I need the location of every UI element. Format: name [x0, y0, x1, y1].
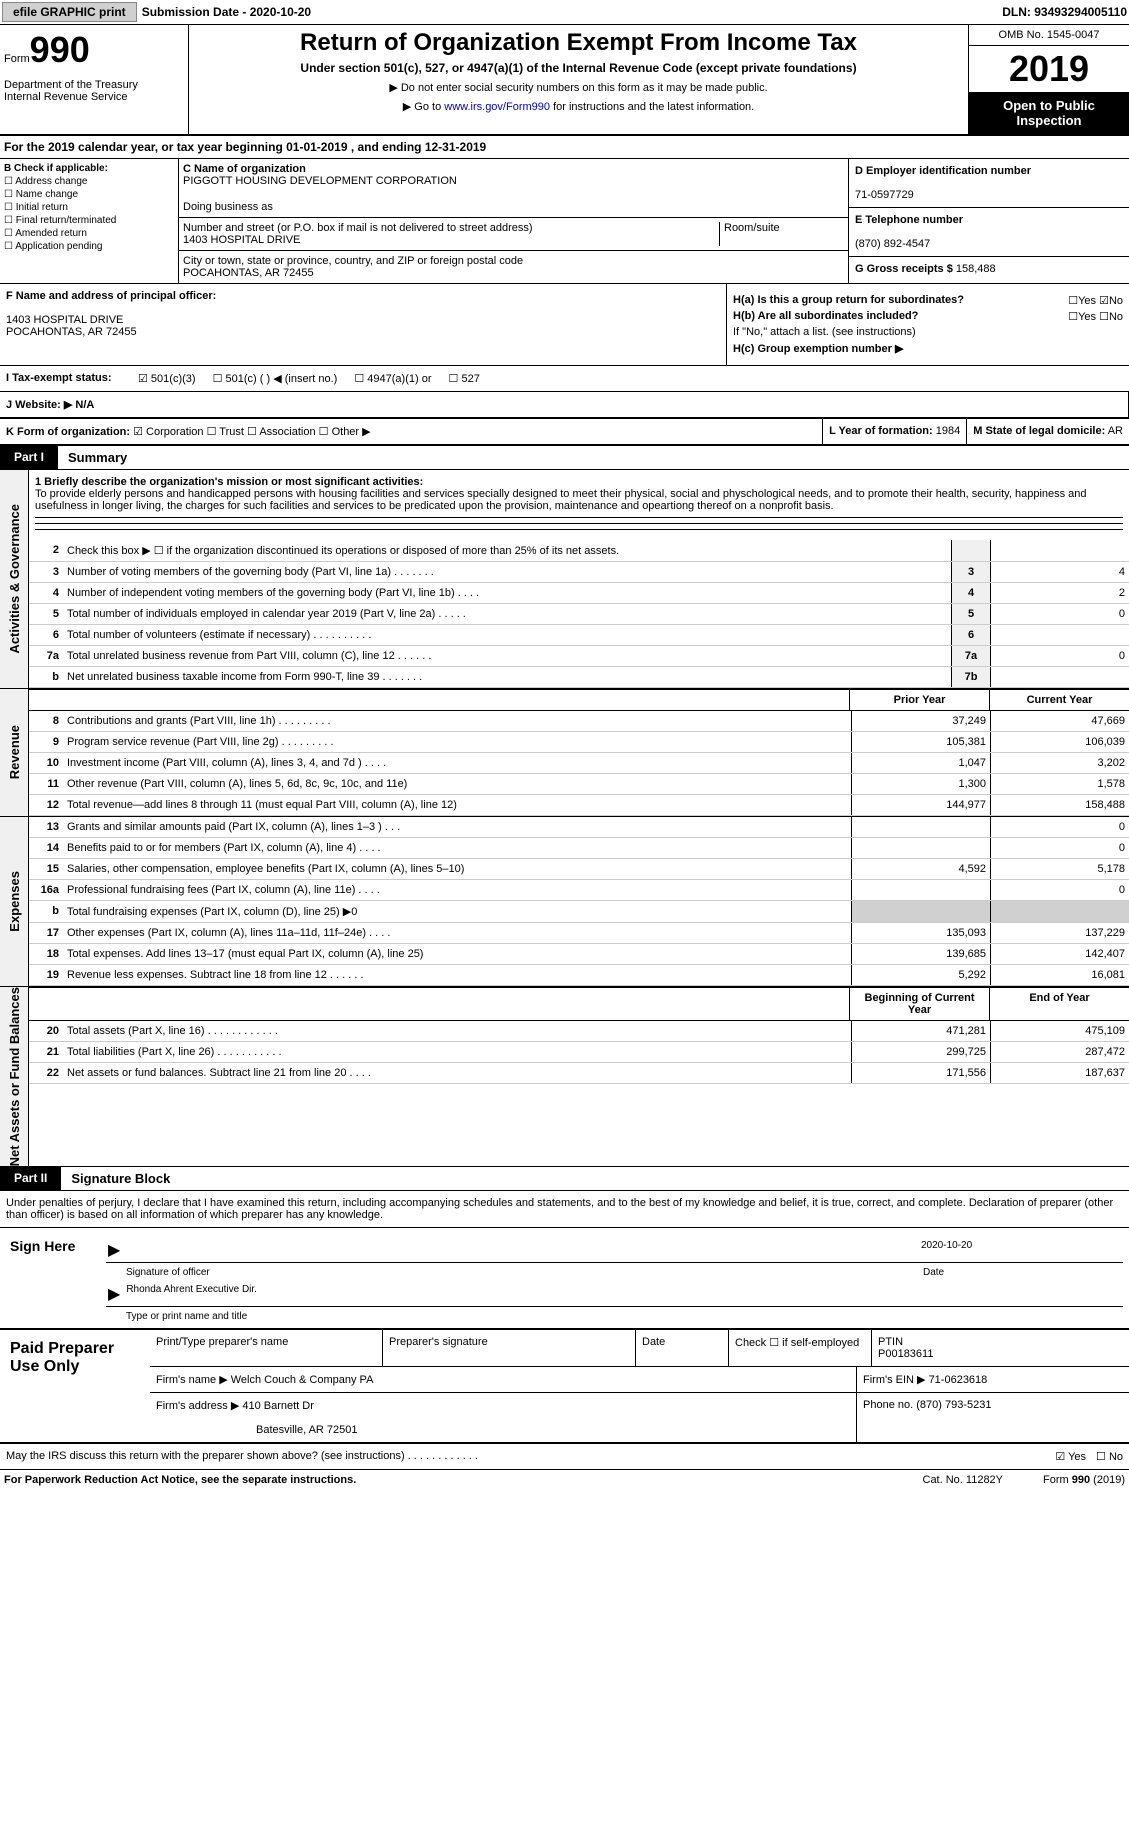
perjury-statement: Under penalties of perjury, I declare th… — [0, 1191, 1129, 1228]
form-org-row: K Form of organization: ☑ Corporation ☐ … — [0, 419, 1129, 446]
mission-text: To provide elderly persons and handicapp… — [35, 488, 1087, 512]
governance-section: Activities & Governance 1 Briefly descri… — [0, 470, 1129, 689]
table-row: 18Total expenses. Add lines 13–17 (must … — [29, 944, 1129, 965]
chk-501c3[interactable]: ☑ 501(c)(3) — [138, 372, 196, 385]
tax-exempt-status: I Tax-exempt status: ☑ 501(c)(3) ☐ 501(c… — [0, 366, 1129, 392]
table-row: 20Total assets (Part X, line 16) . . . .… — [29, 1021, 1129, 1042]
chk-527[interactable]: ☐ 527 — [449, 372, 480, 385]
section-h: H(a) Is this a group return for subordin… — [727, 284, 1129, 365]
table-row: 2Check this box ▶ ☐ if the organization … — [29, 540, 1129, 562]
table-row: bNet unrelated business taxable income f… — [29, 667, 1129, 688]
omb-number: OMB No. 1545-0047 — [969, 25, 1129, 46]
table-row: 22Net assets or fund balances. Subtract … — [29, 1063, 1129, 1084]
section-c: C Name of organization PIGGOTT HOUSING D… — [179, 159, 849, 283]
chk-corporation[interactable]: ☑ Corporation — [133, 426, 203, 438]
form-number-cell: Form990 Department of the Treasury Inter… — [0, 25, 189, 134]
efile-print-button[interactable]: efile GRAPHIC print — [2, 2, 137, 22]
gross-receipts-box: G Gross receipts $ 158,488 — [849, 257, 1129, 281]
street-address: 1403 HOSPITAL DRIVE — [183, 234, 300, 246]
website-row: J Website: ▶ N/A — [0, 392, 1129, 419]
table-row: 6Total number of volunteers (estimate if… — [29, 625, 1129, 646]
table-row: 19Revenue less expenses. Subtract line 1… — [29, 965, 1129, 986]
side-governance: Activities & Governance — [0, 470, 29, 688]
part-i-header: Part I Summary — [0, 446, 1129, 470]
chk-discuss-no[interactable]: ☐ No — [1096, 1450, 1123, 1463]
ein-value: 71-0597729 — [855, 189, 914, 201]
part-ii-header: Part II Signature Block — [0, 1167, 1129, 1191]
form-footer-label: Form 990 (2019) — [1043, 1474, 1125, 1486]
phone-box: E Telephone number (870) 892-4547 — [849, 208, 1129, 257]
side-revenue: Revenue — [0, 689, 29, 816]
section-f-h: F Name and address of principal officer:… — [0, 284, 1129, 366]
chk-application-pending[interactable]: ☐ Application pending — [4, 241, 174, 252]
irs-link[interactable]: www.irs.gov/Form990 — [444, 101, 550, 113]
chk-initial-return[interactable]: ☐ Initial return — [4, 202, 174, 213]
mission-block: 1 Briefly describe the organization's mi… — [29, 470, 1129, 540]
side-net-assets: Net Assets or Fund Balances — [0, 987, 29, 1166]
chk-amended-return[interactable]: ☐ Amended return — [4, 228, 174, 239]
net-assets-section: Net Assets or Fund Balances Beginning of… — [0, 987, 1129, 1167]
note-ssn: ▶ Do not enter social security numbers o… — [193, 81, 964, 94]
side-expenses: Expenses — [0, 817, 29, 986]
right-column: D Employer identification number 71-0597… — [849, 159, 1129, 283]
table-row: bTotal fundraising expenses (Part IX, co… — [29, 901, 1129, 923]
address-box: Number and street (or P.O. box if mail i… — [179, 218, 849, 251]
chk-name-change[interactable]: ☐ Name change — [4, 189, 174, 200]
discuss-row: May the IRS discuss this return with the… — [0, 1444, 1129, 1470]
sign-here-block: Sign Here ▶2020-10-20 Signature of offic… — [0, 1228, 1129, 1330]
city-state-zip: POCAHONTAS, AR 72455 — [183, 267, 314, 279]
table-row: 11Other revenue (Part VIII, column (A), … — [29, 774, 1129, 795]
table-row: 16aProfessional fundraising fees (Part I… — [29, 880, 1129, 901]
gross-receipts-value: 158,488 — [956, 263, 996, 275]
city-box: City or town, state or province, country… — [179, 251, 849, 283]
table-row: 12Total revenue—add lines 8 through 11 (… — [29, 795, 1129, 816]
table-row: 15Salaries, other compensation, employee… — [29, 859, 1129, 880]
top-bar: efile GRAPHIC print Submission Date - 20… — [0, 0, 1129, 25]
expenses-section: Expenses 13Grants and similar amounts pa… — [0, 817, 1129, 987]
phone-value: (870) 892-4547 — [855, 238, 930, 250]
website-value: N/A — [75, 399, 94, 411]
table-row: 13Grants and similar amounts paid (Part … — [29, 817, 1129, 838]
chk-4947[interactable]: ☐ 4947(a)(1) or — [354, 372, 431, 385]
main-title: Return of Organization Exempt From Incom… — [193, 29, 964, 57]
table-row: 14Benefits paid to or for members (Part … — [29, 838, 1129, 859]
table-row: 17Other expenses (Part IX, column (A), l… — [29, 923, 1129, 944]
footer-row: For Paperwork Reduction Act Notice, see … — [0, 1470, 1129, 1490]
table-row: 8Contributions and grants (Part VIII, li… — [29, 711, 1129, 732]
table-row: 9Program service revenue (Part VIII, lin… — [29, 732, 1129, 753]
submission-date: Submission Date - 2020-10-20 — [142, 5, 311, 19]
table-row: 3Number of voting members of the governi… — [29, 562, 1129, 583]
paid-preparer-block: Paid Preparer Use Only Print/Type prepar… — [0, 1330, 1129, 1444]
dln-number: DLN: 93493294005110 — [1002, 5, 1127, 19]
chk-association[interactable]: ☐ Association — [247, 426, 316, 438]
info-grid: B Check if applicable: ☐ Address change … — [0, 159, 1129, 284]
table-row: 21Total liabilities (Part X, line 26) . … — [29, 1042, 1129, 1063]
inspection-label: Open to Public Inspection — [969, 92, 1129, 134]
ein-box: D Employer identification number 71-0597… — [849, 159, 1129, 208]
table-row: 10Investment income (Part VIII, column (… — [29, 753, 1129, 774]
chk-trust[interactable]: ☐ Trust — [207, 426, 244, 438]
chk-address-change[interactable]: ☐ Address change — [4, 176, 174, 187]
title-cell: Return of Organization Exempt From Incom… — [189, 25, 968, 134]
chk-final-return[interactable]: ☐ Final return/terminated — [4, 215, 174, 226]
year-cell: OMB No. 1545-0047 2019 Open to Public In… — [968, 25, 1129, 134]
department-label: Department of the Treasury Internal Reve… — [4, 79, 184, 103]
chk-other[interactable]: ☐ Other ▶ — [319, 426, 371, 438]
chk-501c[interactable]: ☐ 501(c) ( ) ◀ (insert no.) — [213, 372, 338, 385]
form-header: Form990 Department of the Treasury Inter… — [0, 25, 1129, 136]
note-link: ▶ Go to www.irs.gov/Form990 for instruct… — [193, 100, 964, 113]
tax-year: 2019 — [969, 46, 1129, 92]
principal-officer: F Name and address of principal officer:… — [0, 284, 727, 365]
table-row: 4Number of independent voting members of… — [29, 583, 1129, 604]
form-990-page: efile GRAPHIC print Submission Date - 20… — [0, 0, 1129, 1490]
revenue-section: Revenue Prior YearCurrent Year 8Contribu… — [0, 689, 1129, 817]
chk-discuss-yes[interactable]: ☑ Yes — [1055, 1450, 1086, 1463]
section-b: B Check if applicable: ☐ Address change … — [0, 159, 179, 283]
period-row: For the 2019 calendar year, or tax year … — [0, 136, 1129, 159]
table-row: 7aTotal unrelated business revenue from … — [29, 646, 1129, 667]
org-name-box: C Name of organization PIGGOTT HOUSING D… — [179, 159, 849, 218]
table-row: 5Total number of individuals employed in… — [29, 604, 1129, 625]
org-name: PIGGOTT HOUSING DEVELOPMENT CORPORATION — [183, 175, 457, 187]
subtitle: Under section 501(c), 527, or 4947(a)(1)… — [193, 61, 964, 75]
